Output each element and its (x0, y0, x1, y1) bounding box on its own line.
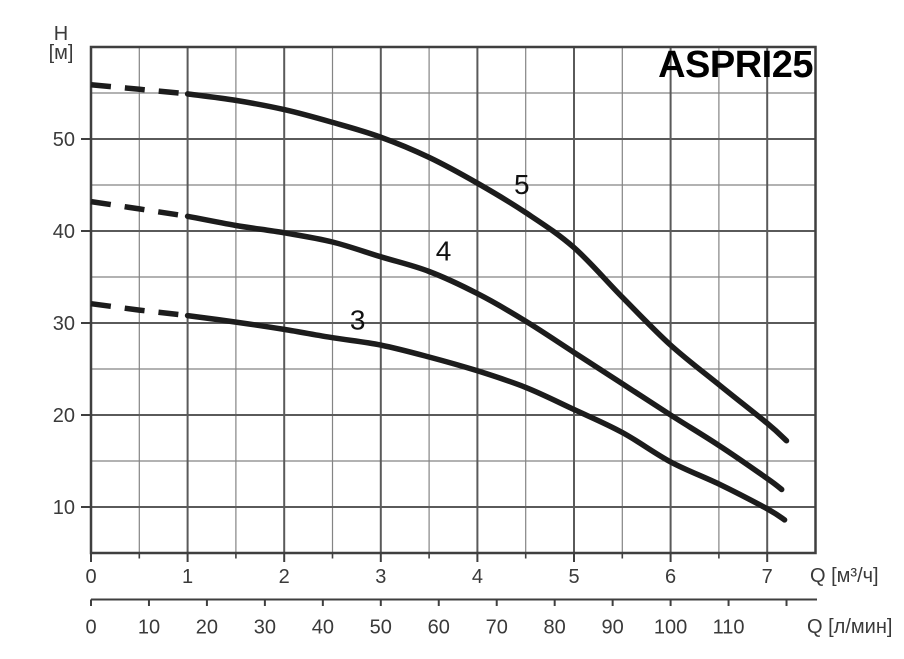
y-tick-label: 50 (53, 129, 75, 151)
x-axis-secondary-unit-label: Q [л/мин] (807, 616, 893, 638)
chart-title: ASPRI25 (658, 44, 813, 86)
curve-4-solid (184, 213, 785, 493)
plot-border (89, 45, 817, 555)
secondary-tick-label: 0 (85, 617, 96, 639)
y-axis-unit: [м] (48, 42, 74, 64)
curve-label-3: 3 (350, 304, 366, 335)
x-tick-label: 4 (472, 566, 483, 588)
secondary-tick-label: 10 (138, 617, 160, 639)
y-axis-symbol: H (53, 23, 69, 45)
secondary-tick-label: 50 (370, 617, 392, 639)
x-tick-label: 5 (568, 566, 579, 588)
y-tick-label: 40 (53, 221, 75, 243)
x-tick-label: 6 (665, 566, 676, 588)
curve-3-dashed (90, 300, 188, 319)
x-tick-label: 2 (279, 566, 290, 588)
secondary-tick-label: 60 (428, 617, 450, 639)
secondary-tick-label: 30 (254, 617, 276, 639)
y-tick-label: 20 (53, 405, 75, 427)
secondary-tick-label: 70 (486, 617, 508, 639)
y-tick-label: 10 (53, 497, 75, 519)
x-tick-label: 7 (762, 566, 773, 588)
x-tick-label: 1 (182, 566, 193, 588)
curve-label-5: 5 (514, 169, 530, 200)
curve-5-solid (184, 91, 790, 444)
curve-4-dashed (90, 198, 189, 220)
curve-3-solid (184, 312, 788, 523)
secondary-tick-label: 20 (196, 617, 218, 639)
secondary-tick-label: 100 (654, 617, 687, 639)
curve-5-dashed (90, 81, 188, 97)
secondary-tick-label: 110 (713, 617, 745, 639)
secondary-tick-label: 40 (312, 617, 334, 639)
secondary-tick-label: 80 (544, 617, 566, 639)
secondary-tick-label: 90 (602, 617, 624, 639)
x-axis-primary-unit-label: Q [м³/ч] (810, 565, 879, 587)
y-tick-label: 30 (53, 313, 75, 335)
x-tick-label: 3 (375, 566, 386, 588)
x-tick-label: 0 (85, 566, 96, 588)
curve-label-4: 4 (436, 235, 452, 266)
y-axis-unit-label: H [м] (40, 23, 82, 64)
